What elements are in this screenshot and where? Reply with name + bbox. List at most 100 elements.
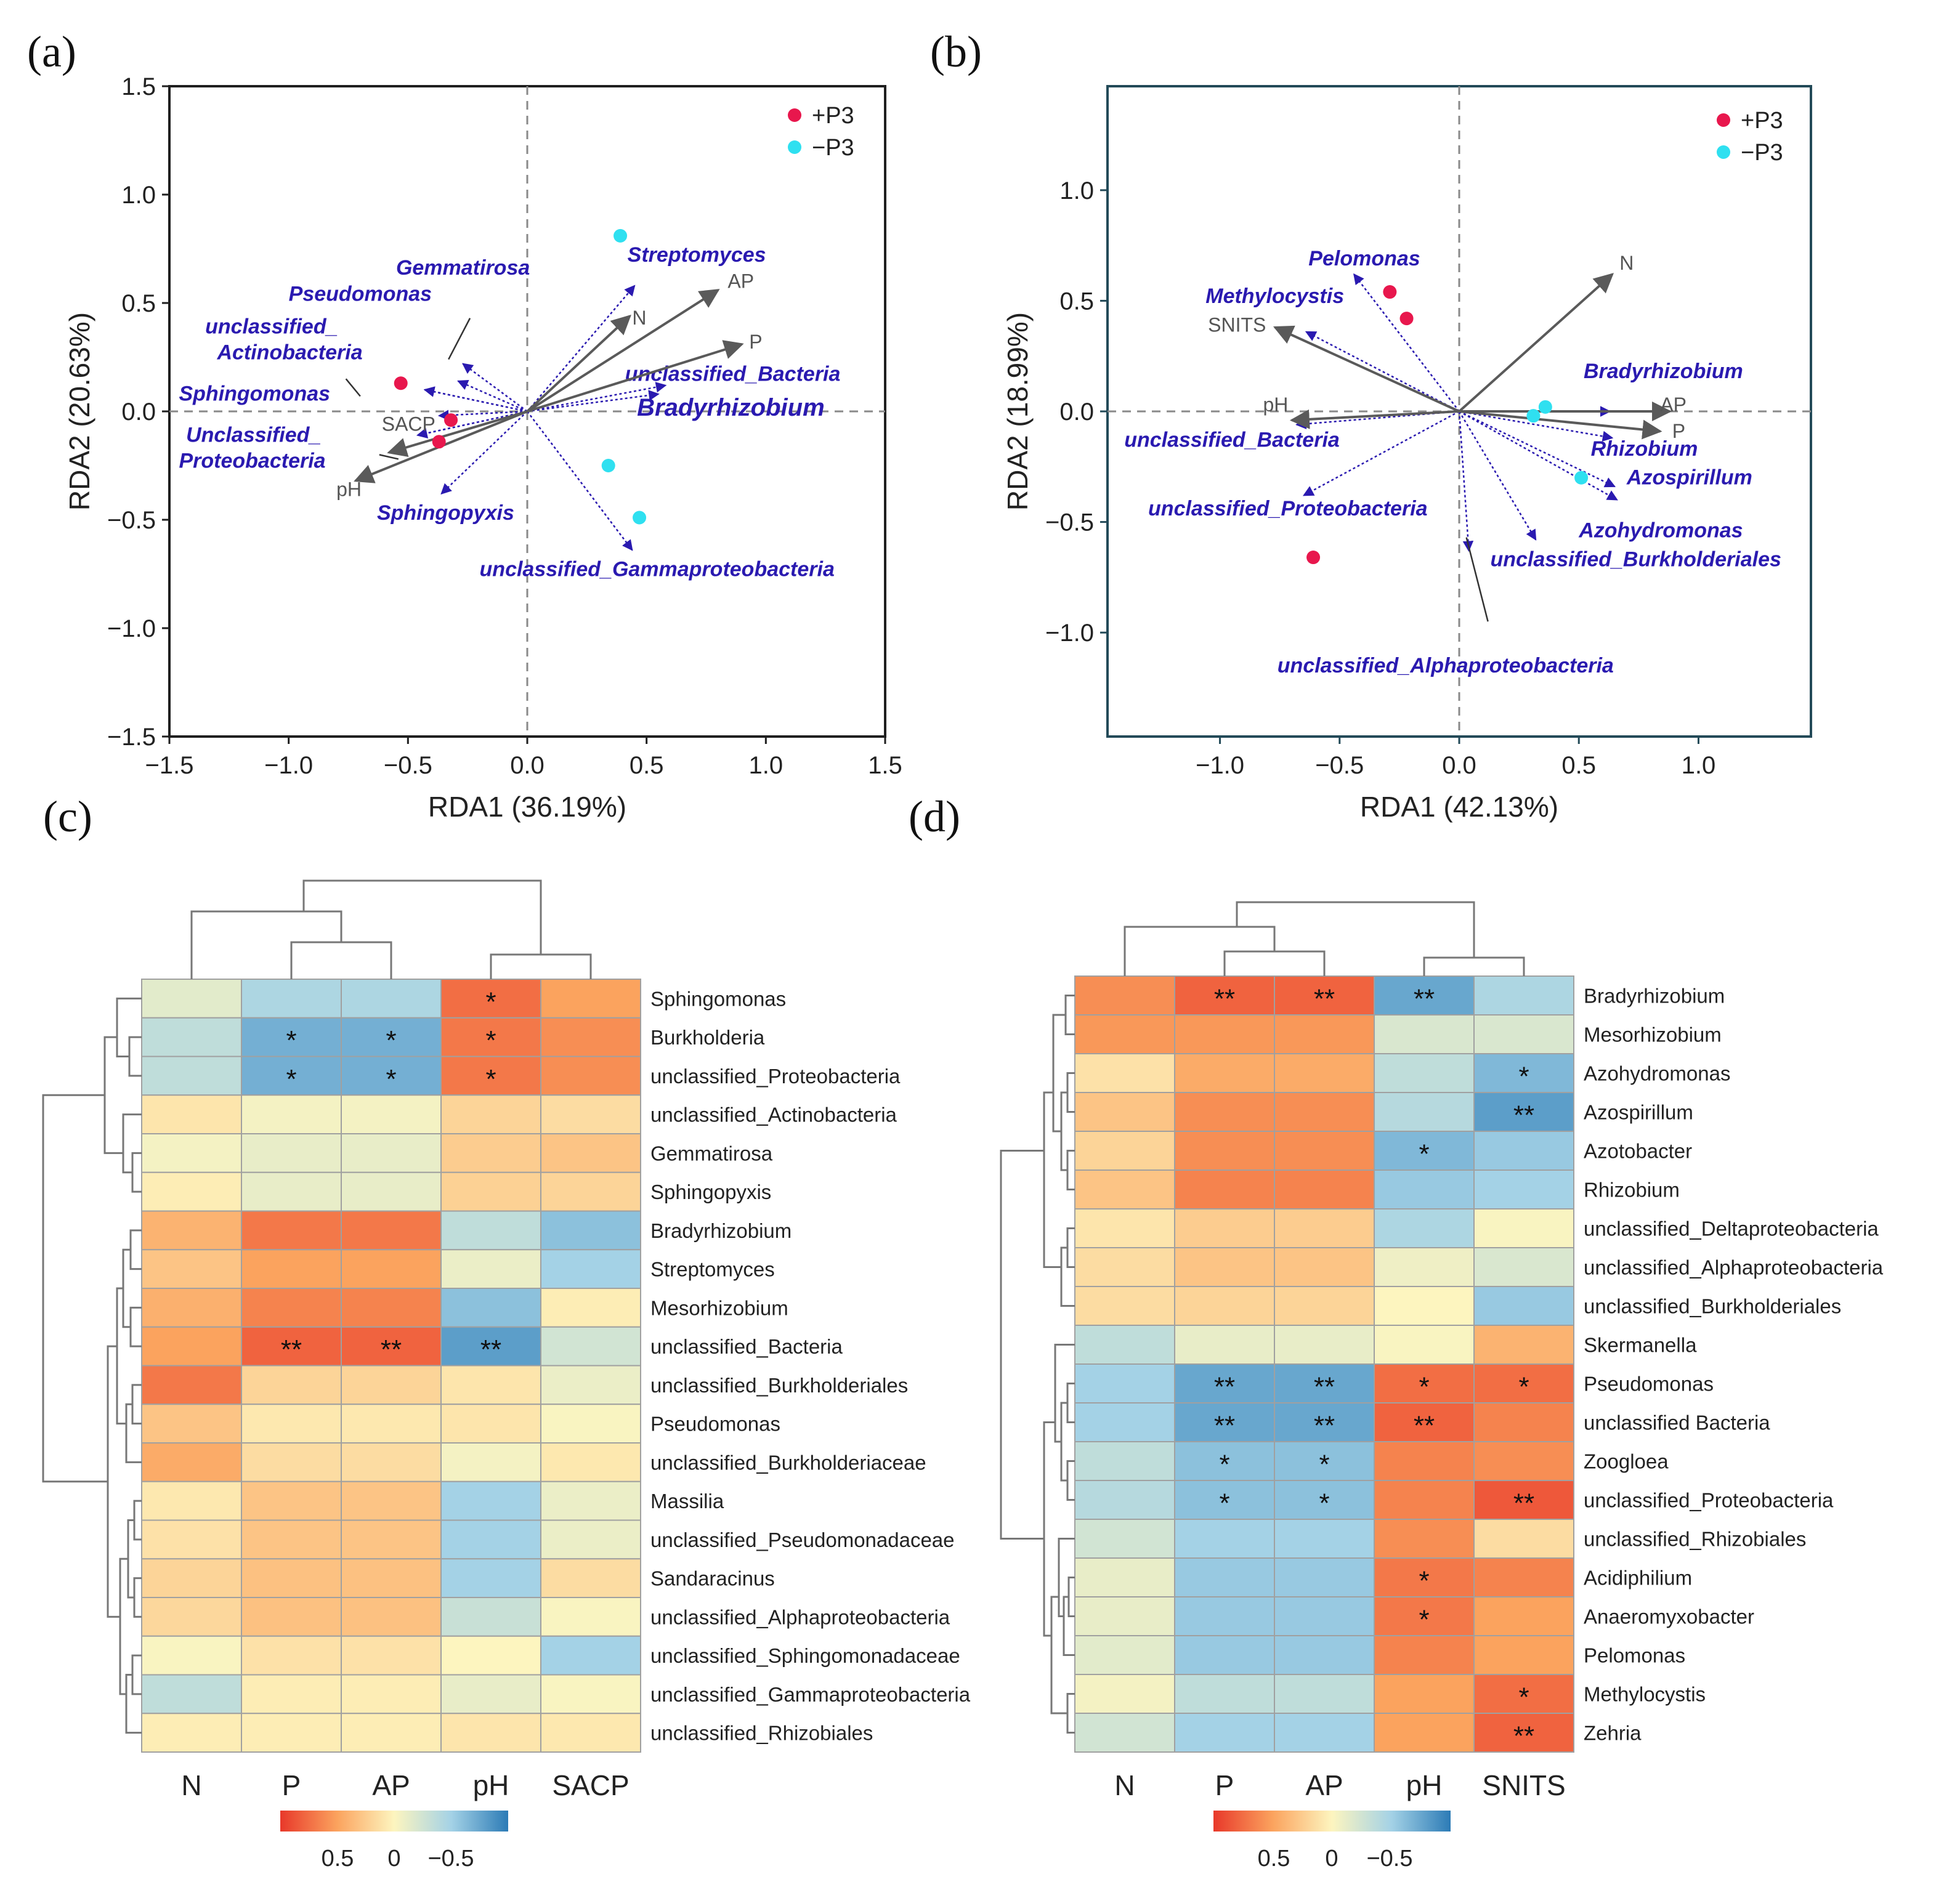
row-label: unclassified_Proteobacteria [1584, 1489, 1834, 1512]
y-tick-label: 0.0 [121, 398, 156, 426]
row-label: Massilia [650, 1490, 724, 1512]
legend-label: −P3 [1741, 140, 1783, 166]
y-tick-label: −0.5 [1045, 509, 1094, 536]
heatmap-cell [341, 1674, 442, 1714]
row-label: Zoogloea [1584, 1450, 1669, 1473]
species-label: Pseudomonas [289, 282, 432, 305]
row-label: Gemmatirosa [650, 1142, 773, 1165]
sample-point-plus [1399, 312, 1414, 326]
env-label: pH [336, 478, 362, 500]
heatmap-cell [141, 1674, 242, 1714]
column-label: N [1114, 1769, 1135, 1801]
heatmap-cell [540, 1635, 641, 1676]
row-label: Rhizobium [1584, 1179, 1680, 1201]
species-vector [527, 285, 636, 412]
heatmap-cell [1274, 1596, 1375, 1636]
species-label: unclassified_Proteobacteria [1148, 497, 1428, 520]
y-tick-label: 0.0 [1059, 398, 1094, 426]
row-dendrogram [1050, 1596, 1067, 1714]
significance-mark: * [1419, 1605, 1429, 1635]
heatmap-cell [341, 1249, 442, 1289]
sample-point-plus [1306, 551, 1321, 565]
significance-mark: * [1319, 1450, 1329, 1480]
row-label: unclassified_Proteobacteria [650, 1065, 901, 1088]
heatmap-cell [1274, 1247, 1375, 1287]
row-dendrogram [129, 1229, 142, 1270]
column-label: SACP [552, 1769, 629, 1801]
heatmap-cell [1174, 1441, 1275, 1481]
colorbar-c-tick: −0.5 [427, 1846, 474, 1872]
column-label: AP [372, 1769, 410, 1801]
heatmap-cell [440, 1519, 541, 1560]
env-vector [1289, 409, 1460, 429]
heatmap-cell [540, 1713, 641, 1753]
heatmap-cell [1174, 1325, 1275, 1365]
heatmap-cell [341, 1480, 442, 1521]
sample-point-plus [432, 435, 446, 449]
heatmap-cell [241, 1133, 342, 1173]
heatmap-cell [1374, 1557, 1475, 1597]
heatmap-cell [341, 1133, 442, 1173]
species-vector [1459, 410, 1614, 442]
species-vector [462, 363, 528, 413]
row-dendrogram [1060, 1246, 1075, 1307]
species-label: Streptomyces [628, 243, 766, 267]
x-tick-label: 0.5 [630, 752, 664, 779]
significance-mark: ** [1414, 984, 1435, 1014]
significance-mark: ** [1214, 1411, 1235, 1441]
heatmap-cell [1473, 1053, 1574, 1093]
heatmap-cell [1473, 1519, 1574, 1559]
heatmap-cell [1074, 1169, 1175, 1210]
significance-mark: * [386, 1025, 396, 1056]
row-dendrogram [107, 1345, 120, 1618]
row-label: unclassified_Rhizobiales [1584, 1528, 1806, 1551]
label-leader-line [448, 318, 471, 360]
row-label: Azospirillum [1584, 1101, 1693, 1124]
species-vector [1459, 410, 1616, 488]
heatmap-cell [440, 1480, 541, 1521]
heatmap-cell [540, 1558, 641, 1598]
row-dendrogram [1066, 1460, 1075, 1501]
heatmap-cell [440, 1094, 541, 1134]
row-label: Acidiphilium [1584, 1567, 1692, 1589]
heatmap-cell [1473, 1713, 1574, 1753]
row-label: Skermanella [1584, 1334, 1697, 1357]
row-dendrogram [1066, 1383, 1075, 1423]
heatmap-cell [540, 1288, 641, 1328]
heatmap-cell [1274, 1713, 1375, 1753]
heatmap-cell [1074, 1441, 1175, 1481]
sample-point-minus [614, 228, 628, 243]
significance-mark: * [1319, 1488, 1329, 1519]
row-dendrogram [125, 1674, 142, 1734]
heatmap-cell [440, 1288, 541, 1328]
heatmap-cell [241, 979, 342, 1019]
heatmap-cell [540, 1094, 641, 1134]
heatmap-cell [1473, 1208, 1574, 1248]
column-dendrogram [490, 953, 592, 979]
heatmap-cell [341, 1597, 442, 1637]
heatmap-cell [1074, 1635, 1175, 1675]
row-dendrogram [1067, 1577, 1075, 1617]
heatmap-cell [540, 1403, 641, 1444]
heatmap-cell [141, 1017, 242, 1057]
panel-label-b: (b) [930, 27, 982, 76]
heatmap-cell [141, 1635, 242, 1676]
significance-mark: * [1419, 1566, 1429, 1596]
row-label: Pelomonas [1584, 1644, 1685, 1667]
heatmap-cell [141, 1056, 242, 1096]
heatmap-cell [1174, 1713, 1275, 1753]
x-axis-label: RDA1 (36.19%) [428, 791, 626, 823]
heatmap-cell [440, 1249, 541, 1289]
row-dendrogram [1052, 1014, 1066, 1133]
x-tick-label: −0.5 [384, 752, 432, 779]
heatmap-cell [1174, 1014, 1275, 1054]
species-vector [1458, 411, 1537, 541]
heatmap-cell [341, 1056, 442, 1096]
heatmap-cell [1473, 1635, 1574, 1675]
x-tick-label: −0.5 [1315, 752, 1364, 779]
heatmap-cell [1174, 1480, 1275, 1520]
row-label: unclassified Bacteria [1584, 1412, 1770, 1434]
heatmap-cell [1174, 1557, 1275, 1597]
